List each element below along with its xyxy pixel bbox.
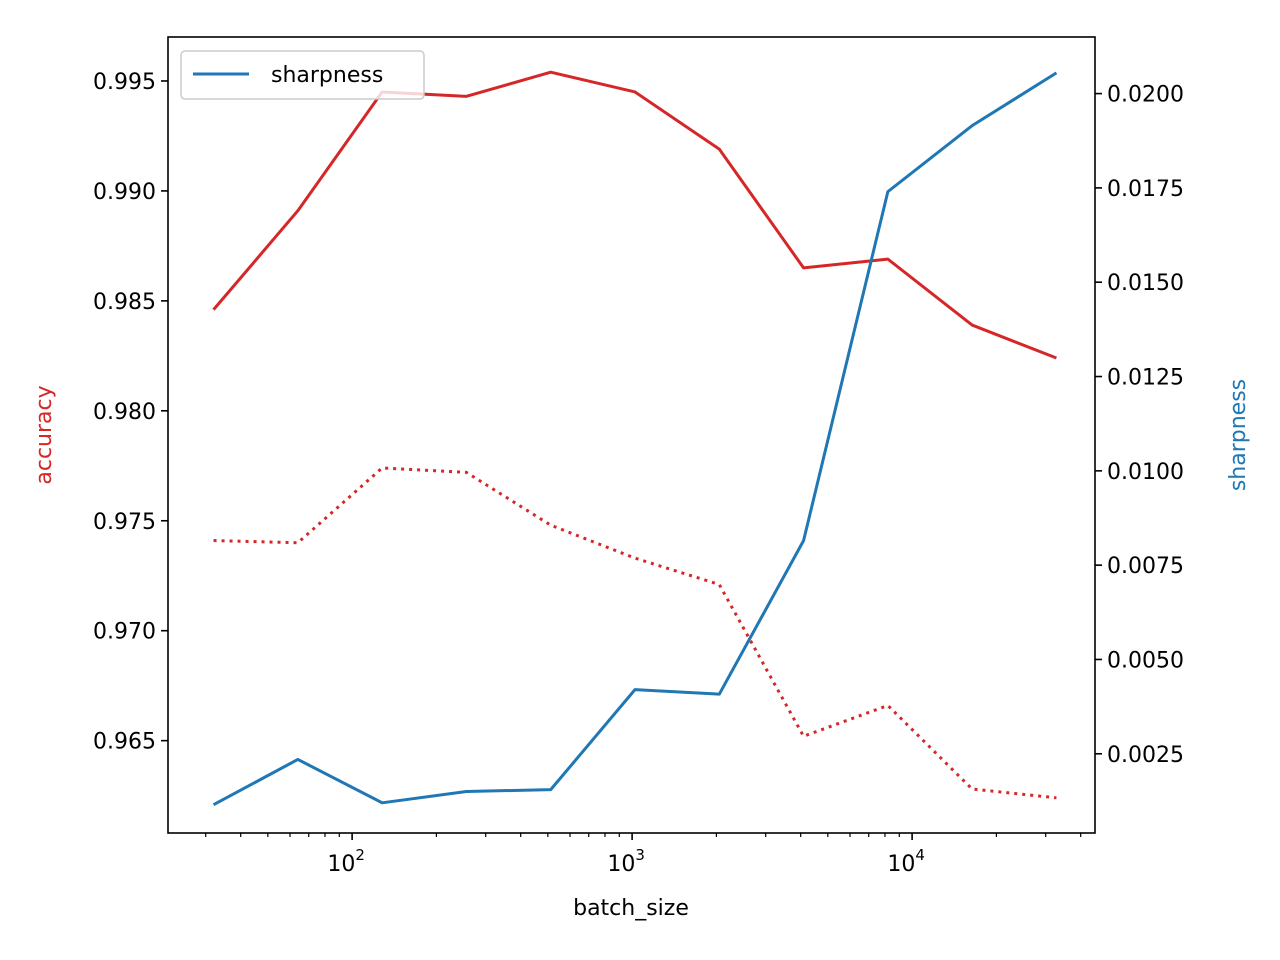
y-right-tick-label: 0.0075 bbox=[1107, 554, 1184, 579]
legend-box bbox=[180, 50, 425, 100]
legend-label-sharpness: sharpness bbox=[271, 63, 383, 88]
x-tick-exponent: 4 bbox=[915, 846, 925, 864]
y-right-tick-label: 0.0025 bbox=[1107, 743, 1184, 768]
y-left-tick-label: 0.995 bbox=[93, 70, 156, 95]
y-left-tick-label: 0.980 bbox=[93, 400, 156, 425]
accuracy-solid-line bbox=[212, 70, 1057, 360]
x-tick-exponent: 3 bbox=[635, 846, 645, 864]
y-left-tick-label: 0.990 bbox=[93, 180, 156, 205]
y-left-tick-label: 0.975 bbox=[93, 510, 156, 535]
series-layer bbox=[212, 70, 1058, 807]
accuracy-dotted-line bbox=[213, 466, 1057, 800]
x-tick-label: 104 bbox=[887, 846, 925, 877]
axis-layer: 102 103 104 0.965 0.970 0.975 0.980 0.985 0.990 0… bbox=[93, 70, 1184, 877]
y-axis-right-label: sharpness bbox=[1226, 379, 1251, 491]
x-axis-label: batch_size bbox=[573, 896, 689, 921]
x-tick-label: 102 bbox=[327, 846, 365, 877]
plot-frame bbox=[167, 36, 1096, 834]
y-left-tick-label: 0.965 bbox=[93, 730, 156, 755]
y-axis-left-label: accuracy bbox=[32, 385, 57, 484]
x-tick-label: 103 bbox=[607, 846, 645, 877]
sharpness-line bbox=[212, 71, 1058, 807]
legend: sharpness bbox=[180, 50, 425, 100]
y-left-tick-label: 0.985 bbox=[93, 290, 156, 315]
y-right-tick-label: 0.0125 bbox=[1107, 366, 1184, 391]
x-tick-exponent: 2 bbox=[355, 846, 365, 864]
y-right-tick-label: 0.0100 bbox=[1107, 460, 1184, 485]
y-right-tick-label: 0.0050 bbox=[1107, 648, 1184, 673]
y-right-tick-label: 0.0200 bbox=[1107, 83, 1184, 108]
y-right-tick-label: 0.0150 bbox=[1107, 271, 1184, 296]
y-right-tick-label: 0.0175 bbox=[1107, 177, 1184, 202]
y-left-tick-label: 0.970 bbox=[93, 620, 156, 645]
